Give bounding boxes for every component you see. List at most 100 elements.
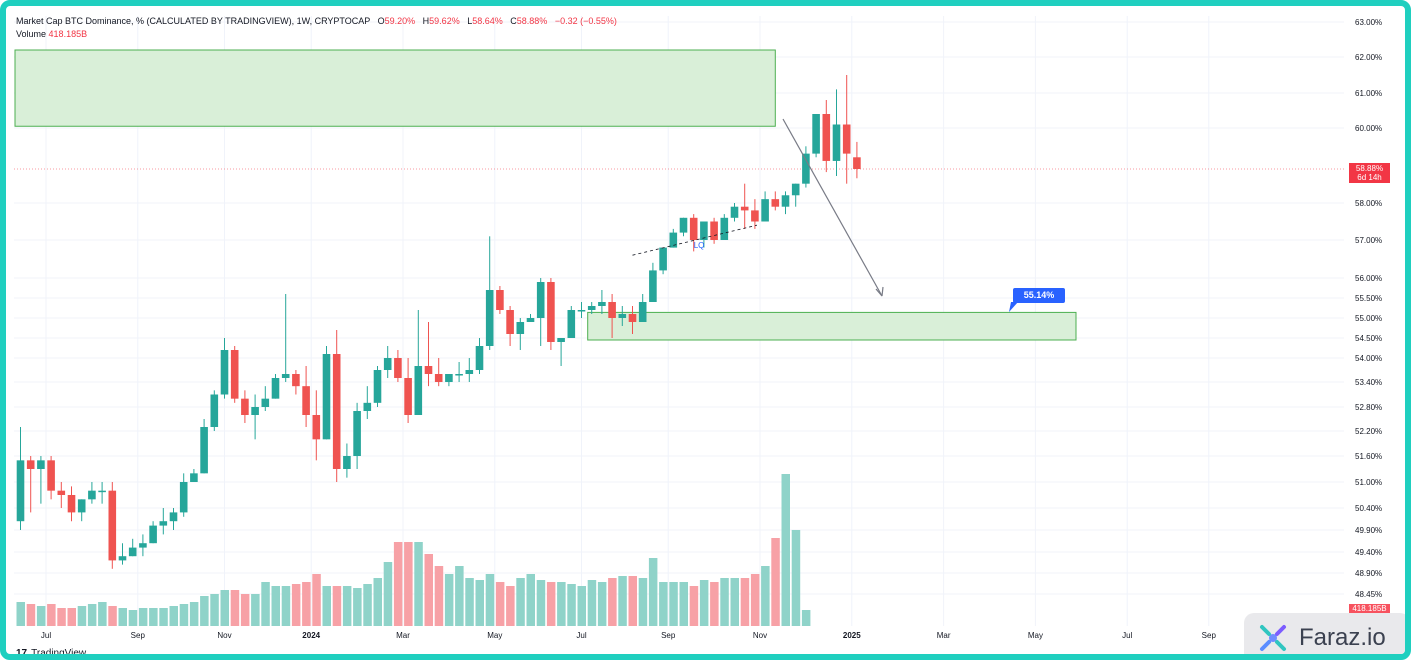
volume-bar bbox=[781, 474, 790, 626]
volume-bar bbox=[240, 594, 250, 626]
volume-bar bbox=[516, 578, 525, 626]
volume-bar bbox=[485, 574, 495, 626]
volume-bar bbox=[495, 582, 505, 626]
candle-body bbox=[832, 124, 841, 161]
volume-bar bbox=[434, 566, 444, 626]
volume-bar bbox=[414, 542, 423, 626]
faraz-watermark-text: Faraz.io bbox=[1299, 624, 1386, 651]
volume-value: 418.185B bbox=[48, 29, 88, 39]
volume-bar bbox=[108, 606, 117, 626]
candle-body bbox=[740, 206, 749, 211]
supply-zone bbox=[14, 49, 776, 127]
volume-label[interactable]: Volume bbox=[16, 29, 47, 39]
tradingview-logo[interactable]: 17 TradingView bbox=[16, 648, 86, 654]
volume-bar bbox=[689, 586, 699, 626]
candle-body bbox=[343, 456, 351, 469]
candle-body bbox=[57, 490, 66, 495]
x-tick-label: Jul bbox=[1122, 631, 1132, 640]
volume-bar bbox=[465, 578, 474, 626]
volume-bar bbox=[118, 608, 127, 626]
candle-body bbox=[577, 310, 586, 312]
candle-body bbox=[98, 490, 106, 493]
volume-bar bbox=[791, 530, 801, 626]
volume-bar bbox=[536, 580, 546, 626]
y-tick-label: 56.00% bbox=[1355, 274, 1382, 283]
volume-bar bbox=[740, 578, 750, 626]
target-callout[interactable]: 55.14% bbox=[1013, 288, 1065, 303]
volume-bar bbox=[98, 602, 107, 626]
volume-bar bbox=[597, 582, 607, 626]
volume-bar bbox=[67, 608, 76, 626]
candle-body bbox=[404, 378, 412, 415]
y-tick-label: 61.00% bbox=[1355, 89, 1382, 98]
y-tick-label: 58.00% bbox=[1355, 199, 1382, 208]
candle-body bbox=[77, 499, 86, 513]
ohlc-high: H59.62% bbox=[422, 16, 460, 26]
candle-body bbox=[628, 314, 637, 322]
volume-bar bbox=[546, 582, 556, 626]
chart-canvas[interactable]: 63.00% 62.00% 61.00% 60.00% 58.00% 57.00% 56.0… bbox=[6, 6, 1411, 660]
candle-body bbox=[179, 482, 188, 513]
candle-body bbox=[159, 521, 168, 526]
volume-bar bbox=[567, 584, 576, 626]
volume-bar bbox=[200, 596, 209, 626]
ohlc-change: −0.32 (−0.55%) bbox=[554, 16, 617, 26]
volume-bar bbox=[659, 582, 668, 626]
x-tick-label: Mar bbox=[396, 631, 410, 640]
x-tick-label: Sep bbox=[131, 631, 146, 640]
volume-bar bbox=[36, 606, 46, 626]
x-tick-label: Nov bbox=[753, 631, 767, 640]
chart-legend: Market Cap BTC Dominance, % (CALCULATED … bbox=[16, 15, 617, 41]
volume-bar bbox=[138, 608, 148, 626]
candle-body bbox=[689, 217, 698, 240]
x-tick-label: 2025 bbox=[843, 631, 861, 640]
candle-body bbox=[118, 556, 127, 561]
candle-body bbox=[383, 358, 392, 370]
y-tick-label: 48.90% bbox=[1355, 569, 1382, 578]
candle-body bbox=[332, 354, 341, 469]
faraz-watermark: Faraz.io bbox=[1244, 613, 1405, 654]
volume-bar bbox=[271, 586, 280, 626]
candle-body bbox=[567, 310, 576, 338]
candle-body bbox=[812, 114, 820, 154]
x-tick-label: Sep bbox=[661, 631, 676, 640]
candle-body bbox=[434, 374, 443, 382]
candle-body bbox=[281, 374, 290, 378]
candle-body bbox=[608, 302, 616, 318]
volume-bar bbox=[771, 538, 780, 626]
volume-bar bbox=[669, 582, 678, 626]
candle-body bbox=[659, 247, 667, 271]
volume-bar bbox=[628, 576, 637, 626]
volume-bar bbox=[455, 566, 464, 626]
volume-bar bbox=[169, 606, 178, 626]
volume-bar bbox=[281, 586, 291, 626]
volume-bar bbox=[26, 604, 36, 626]
y-tick-label: 62.00% bbox=[1355, 53, 1382, 62]
y-tick-label: 51.00% bbox=[1355, 478, 1382, 487]
symbol-title[interactable]: Market Cap BTC Dominance, % (CALCULATED … bbox=[16, 16, 371, 26]
volume-bar bbox=[720, 578, 729, 626]
candle-body bbox=[322, 354, 331, 440]
candle-body bbox=[598, 302, 606, 306]
candle-body bbox=[730, 206, 739, 218]
candle-body bbox=[108, 490, 117, 561]
candles bbox=[16, 75, 861, 569]
candle-body bbox=[373, 370, 382, 403]
candle-body bbox=[26, 460, 35, 469]
volume-bar bbox=[159, 608, 168, 626]
candle-body bbox=[751, 210, 759, 222]
volume-bar bbox=[220, 590, 229, 626]
candle-body bbox=[292, 374, 300, 387]
y-tick-label: 52.20% bbox=[1355, 427, 1382, 436]
x-tick-label: Jul bbox=[576, 631, 586, 640]
candle-body bbox=[261, 398, 270, 407]
candle-body bbox=[190, 473, 198, 482]
y-tick-label: 49.40% bbox=[1355, 548, 1382, 557]
volume-tag: 418.185B bbox=[1349, 604, 1390, 614]
liquidity-label: LQ bbox=[694, 241, 705, 250]
candle-body bbox=[496, 290, 504, 310]
faraz-logo-icon bbox=[1260, 625, 1286, 651]
candle-body bbox=[649, 270, 657, 302]
candle-body bbox=[822, 114, 831, 161]
